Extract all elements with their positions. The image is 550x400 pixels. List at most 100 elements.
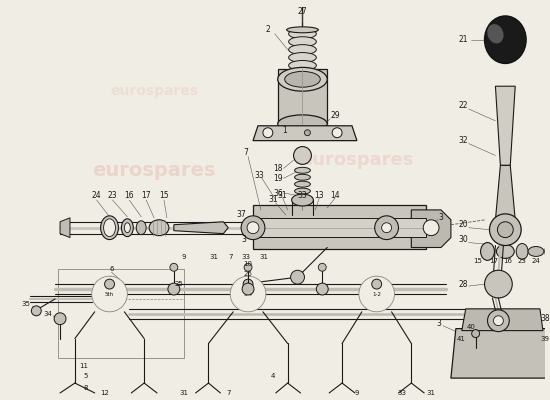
Ellipse shape — [295, 174, 310, 180]
Polygon shape — [451, 329, 550, 378]
Ellipse shape — [136, 221, 146, 235]
Circle shape — [290, 270, 305, 284]
Circle shape — [493, 316, 503, 326]
Ellipse shape — [497, 244, 514, 258]
Ellipse shape — [295, 181, 310, 187]
Text: 7: 7 — [228, 254, 233, 260]
Ellipse shape — [101, 216, 118, 240]
Text: 31: 31 — [268, 196, 278, 204]
Text: 10: 10 — [244, 261, 252, 267]
Text: 37: 37 — [236, 210, 246, 219]
Polygon shape — [253, 126, 357, 141]
Ellipse shape — [103, 219, 116, 237]
Circle shape — [305, 130, 310, 136]
Text: 31: 31 — [427, 390, 436, 396]
Ellipse shape — [289, 60, 316, 70]
Ellipse shape — [278, 68, 327, 91]
Text: 32: 32 — [458, 136, 468, 145]
Circle shape — [168, 283, 180, 295]
Text: 31: 31 — [260, 254, 268, 260]
Text: 5th: 5th — [105, 292, 114, 296]
Text: 28: 28 — [458, 280, 468, 289]
Ellipse shape — [295, 167, 310, 173]
Polygon shape — [496, 86, 515, 165]
Circle shape — [485, 270, 512, 298]
Circle shape — [31, 306, 41, 316]
Circle shape — [247, 222, 259, 234]
Circle shape — [316, 283, 328, 295]
Circle shape — [294, 146, 311, 164]
Circle shape — [54, 313, 66, 325]
Text: 31: 31 — [209, 254, 218, 260]
Text: 14: 14 — [331, 190, 340, 200]
Text: 11: 11 — [79, 363, 88, 369]
Circle shape — [382, 223, 392, 233]
Polygon shape — [496, 165, 515, 220]
Polygon shape — [462, 309, 543, 331]
Text: 3: 3 — [438, 213, 443, 222]
Circle shape — [230, 276, 266, 312]
Text: 38: 38 — [540, 314, 549, 323]
Text: 7: 7 — [244, 148, 249, 157]
Ellipse shape — [289, 45, 316, 54]
Text: 6: 6 — [109, 266, 114, 272]
Text: 30: 30 — [458, 235, 468, 244]
Circle shape — [375, 216, 398, 240]
Ellipse shape — [545, 244, 550, 259]
Circle shape — [359, 276, 394, 312]
Circle shape — [332, 128, 342, 138]
Ellipse shape — [289, 29, 316, 39]
Polygon shape — [411, 210, 451, 248]
Text: 24: 24 — [532, 258, 541, 264]
Text: 18: 18 — [273, 164, 283, 173]
Circle shape — [490, 214, 521, 246]
Ellipse shape — [289, 37, 316, 47]
Text: 1: 1 — [283, 126, 288, 135]
Ellipse shape — [289, 52, 316, 62]
Text: 3-4: 3-4 — [244, 292, 252, 296]
Ellipse shape — [485, 16, 526, 64]
Text: 21: 21 — [458, 35, 468, 44]
Circle shape — [487, 310, 509, 332]
Ellipse shape — [285, 71, 320, 87]
Text: 26: 26 — [244, 271, 252, 277]
Text: 1-2: 1-2 — [372, 292, 381, 296]
Ellipse shape — [295, 188, 310, 194]
Ellipse shape — [516, 244, 528, 259]
Ellipse shape — [287, 27, 318, 33]
Text: 41: 41 — [457, 336, 466, 342]
Ellipse shape — [122, 219, 133, 237]
Circle shape — [242, 283, 254, 295]
Text: 23: 23 — [108, 190, 117, 200]
Text: 34: 34 — [43, 311, 52, 317]
Text: 31: 31 — [179, 390, 188, 396]
Text: 15: 15 — [473, 258, 482, 264]
Text: 4: 4 — [271, 373, 275, 379]
Text: 35: 35 — [21, 301, 30, 307]
Text: eurospares: eurospares — [92, 161, 216, 180]
Text: 19: 19 — [273, 174, 283, 183]
Circle shape — [423, 220, 439, 236]
Circle shape — [244, 263, 252, 271]
Polygon shape — [253, 218, 426, 237]
Text: eurospares: eurospares — [110, 84, 198, 98]
Polygon shape — [174, 222, 228, 234]
Ellipse shape — [487, 24, 504, 44]
Text: 33: 33 — [254, 171, 264, 180]
Text: 7: 7 — [226, 390, 230, 396]
Text: 33: 33 — [298, 190, 307, 200]
Circle shape — [472, 330, 480, 338]
Text: 5: 5 — [84, 373, 88, 379]
Ellipse shape — [292, 194, 313, 206]
Circle shape — [92, 276, 128, 312]
Circle shape — [372, 279, 382, 289]
Ellipse shape — [124, 223, 130, 233]
Text: 3: 3 — [436, 319, 441, 328]
Text: 17: 17 — [489, 258, 498, 264]
Text: 8: 8 — [83, 385, 88, 391]
Text: 16: 16 — [124, 190, 134, 200]
Text: 15: 15 — [159, 190, 169, 200]
Text: eurospares: eurospares — [300, 152, 414, 170]
Ellipse shape — [528, 246, 544, 256]
Text: 3: 3 — [241, 235, 246, 244]
